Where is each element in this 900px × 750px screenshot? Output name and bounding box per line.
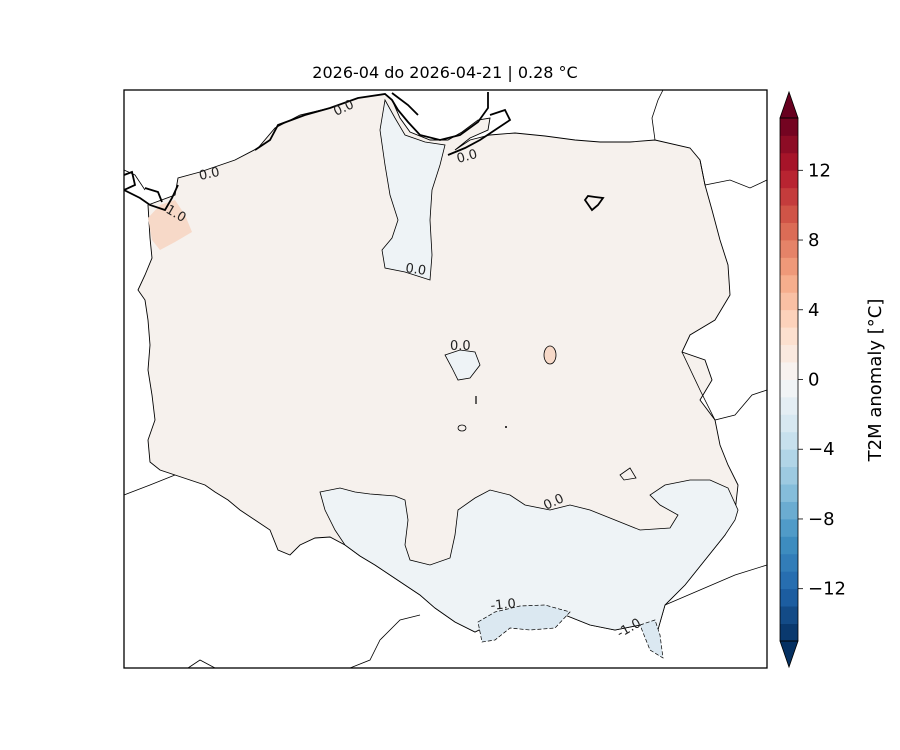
colorbar-extend-top <box>779 90 799 119</box>
colorbar-tick-label: −8 <box>808 509 835 530</box>
lake-marker <box>457 424 467 432</box>
center-negative-region <box>444 349 481 381</box>
warm-patch-west <box>148 200 192 250</box>
colorbar-tick-label: −12 <box>808 579 846 600</box>
coastline <box>123 92 605 212</box>
colorbar: 12 8 4 0 −4 −8 −12 T2M anomaly [°C] <box>779 90 886 669</box>
contour-label-northwest-coast: 0.0 <box>198 165 221 184</box>
colorbar-level-segment <box>780 484 798 502</box>
colorbar-segments <box>780 118 798 642</box>
colorbar-level-segment <box>780 170 798 189</box>
contour-label-gdansk-bay: 0.0 <box>455 147 479 167</box>
colorbar-level-segment <box>780 118 798 136</box>
colorbar-level-segment <box>780 205 798 223</box>
map-title: 2026-04 do 2026-04-21 | 0.28 °C <box>312 63 577 82</box>
colorbar-level-segment <box>780 466 798 485</box>
south-negative-region <box>319 479 739 641</box>
colorbar-tick-label: −4 <box>808 439 835 460</box>
east-lake-marker <box>619 467 637 481</box>
colorbar-label: T2M anomaly [°C] <box>865 299 886 463</box>
colorbar-level-segment <box>780 274 798 293</box>
colorbar-level-segment <box>780 344 798 363</box>
colorbar-level-segment <box>780 152 798 171</box>
colorbar-level-segment <box>780 240 798 258</box>
map-panel: 0.0 0.0 1.0 0.0 0.0 0.0 0.0 -1.0 -1.0 <box>123 89 768 669</box>
colorbar-level-segment <box>780 623 798 642</box>
colorbar-ticks: 12 8 4 0 −4 −8 −12 <box>798 160 846 600</box>
cold-patch-tatra <box>477 604 571 643</box>
contour-label-center: 0.0 <box>450 339 471 354</box>
cold-patch-bieszczady <box>639 619 664 659</box>
colorbar-level-segment <box>780 292 798 311</box>
colorbar-level-segment <box>780 396 798 415</box>
colorbar-level-segment <box>780 379 798 398</box>
colorbar-level-segment <box>780 571 798 590</box>
colorbar-level-segment <box>780 606 798 624</box>
colorbar-level-segment <box>780 414 798 433</box>
colorbar-extend-bottom <box>779 640 799 669</box>
vistula-negative-region <box>379 98 446 281</box>
colorbar-level-segment <box>780 362 798 380</box>
colorbar-level-segment <box>780 501 798 520</box>
colorbar-level-segment <box>780 257 798 276</box>
contour-label-vistula: 0.0 <box>404 261 427 279</box>
colorbar-level-segment <box>780 187 798 206</box>
warm-patch-center <box>543 345 557 365</box>
colorbar-level-segment <box>780 222 798 241</box>
colorbar-tick-label: 0 <box>808 370 819 391</box>
map-frame <box>123 89 768 669</box>
colorbar-level-segment <box>780 518 798 537</box>
contour-label-tatra: -1.0 <box>490 596 517 614</box>
colorbar-level-segment <box>780 536 798 555</box>
colorbar-tick-label: 12 <box>808 160 831 181</box>
colorbar-level-segment <box>780 431 798 450</box>
colorbar-tick-label: 4 <box>808 300 819 321</box>
neighbour-borders <box>123 89 768 669</box>
point-marker <box>505 426 507 428</box>
colorbar-tick-label: 8 <box>808 230 819 251</box>
colorbar-level-segment <box>780 309 798 328</box>
colorbar-level-segment <box>780 588 798 607</box>
colorbar-level-segment <box>780 135 798 154</box>
colorbar-level-segment <box>780 327 798 346</box>
colorbar-level-segment <box>780 553 798 572</box>
colorbar-level-segment <box>780 449 798 468</box>
